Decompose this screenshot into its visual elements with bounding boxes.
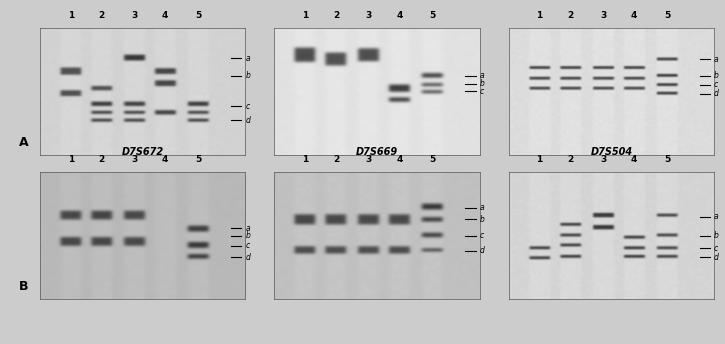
Text: a: a <box>245 224 250 233</box>
Text: 3: 3 <box>600 11 606 20</box>
Text: 4: 4 <box>631 11 637 20</box>
Text: D7S669: D7S669 <box>356 147 398 157</box>
Text: c: c <box>714 80 718 89</box>
Text: 1: 1 <box>67 155 74 164</box>
Text: 1: 1 <box>536 11 542 20</box>
Text: 5: 5 <box>195 11 201 20</box>
Text: c: c <box>245 241 249 250</box>
Text: c: c <box>480 87 484 96</box>
Text: 4: 4 <box>162 11 168 20</box>
Text: a: a <box>480 72 484 80</box>
Text: D7S672: D7S672 <box>122 147 164 157</box>
Text: c: c <box>480 231 484 240</box>
Text: 4: 4 <box>397 155 403 164</box>
Text: 4: 4 <box>162 155 168 164</box>
Text: 3: 3 <box>131 155 138 164</box>
Text: 3: 3 <box>365 155 372 164</box>
Text: c: c <box>714 244 718 253</box>
Text: 5: 5 <box>195 155 201 164</box>
Text: b: b <box>714 231 719 240</box>
Text: 3: 3 <box>131 11 138 20</box>
Text: 1: 1 <box>67 11 74 20</box>
Text: 3: 3 <box>365 11 372 20</box>
Text: 3: 3 <box>600 155 606 164</box>
Text: D7S504: D7S504 <box>590 147 632 157</box>
Text: b: b <box>245 231 250 240</box>
Text: b: b <box>714 72 719 80</box>
Text: B: B <box>20 280 29 293</box>
Text: 2: 2 <box>567 11 573 20</box>
Text: A: A <box>20 136 29 149</box>
Text: 5: 5 <box>429 11 436 20</box>
Text: a: a <box>714 212 718 221</box>
Text: d: d <box>714 253 719 262</box>
Text: 5: 5 <box>429 155 436 164</box>
Text: d: d <box>245 116 250 125</box>
Text: c: c <box>245 102 249 111</box>
Text: b: b <box>480 215 484 224</box>
Text: a: a <box>714 55 718 64</box>
Text: b: b <box>480 79 484 88</box>
Text: 5: 5 <box>664 155 670 164</box>
Text: 1: 1 <box>302 155 308 164</box>
Text: a: a <box>480 203 484 212</box>
Text: 2: 2 <box>99 11 104 20</box>
Text: 4: 4 <box>397 11 403 20</box>
Text: a: a <box>245 54 250 63</box>
Text: d: d <box>480 246 484 255</box>
Text: 2: 2 <box>333 11 339 20</box>
Text: 2: 2 <box>567 155 573 164</box>
Text: 5: 5 <box>664 11 670 20</box>
Text: 1: 1 <box>302 11 308 20</box>
Text: 2: 2 <box>333 155 339 164</box>
Text: d: d <box>245 253 250 262</box>
Text: 2: 2 <box>99 155 104 164</box>
Text: b: b <box>245 72 250 80</box>
Text: 4: 4 <box>631 155 637 164</box>
Text: 1: 1 <box>536 155 542 164</box>
Text: d: d <box>714 89 719 98</box>
